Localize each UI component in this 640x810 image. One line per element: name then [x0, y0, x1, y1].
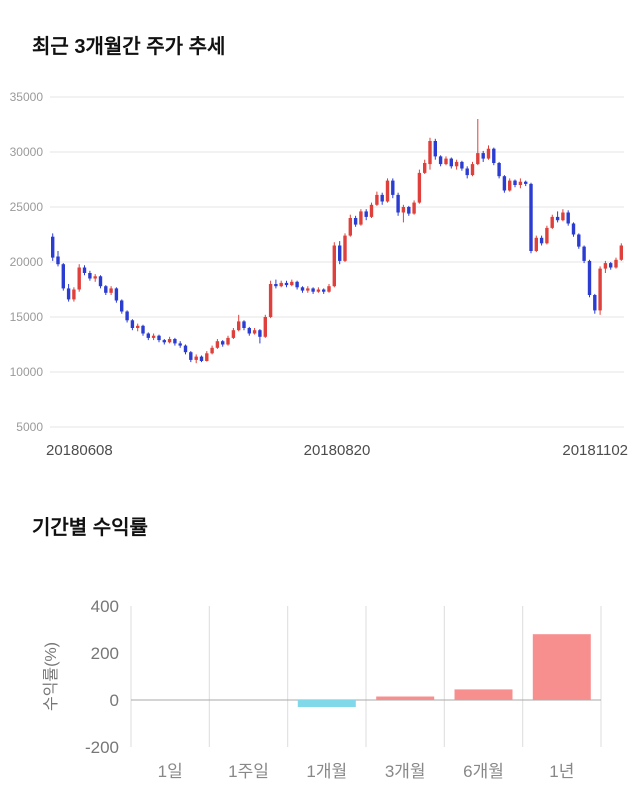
svg-text:25000: 25000: [10, 200, 44, 214]
svg-text:30000: 30000: [10, 145, 44, 159]
svg-text:20181102: 20181102: [562, 442, 628, 459]
svg-text:10000: 10000: [10, 365, 44, 379]
returns-bar-chart: 400 200 0 -200 수익률(%) 1일 1주일 1개월 3개월 6개월 1년: [0, 540, 640, 792]
svg-text:200: 200: [91, 644, 119, 663]
svg-text:35000: 35000: [10, 90, 44, 104]
candles: [51, 119, 623, 364]
candle-x-axis-labels: 20180608 20180820 20181102: [46, 442, 628, 459]
svg-text:1주일: 1주일: [228, 762, 269, 781]
candle-gridlines: [50, 96, 624, 428]
candlestick-svg: 5000 10000 15000 20000 25000 30000 35000 201806…: [10, 90, 628, 459]
svg-text:1개월: 1개월: [306, 762, 347, 781]
bar-chart-svg: 400 200 0 -200 수익률(%) 1일 1주일 1개월 3개월 6개월 1년: [42, 597, 602, 781]
bar-y-axis-title: 수익률(%): [42, 642, 60, 711]
bar-category-labels: 1일 1주일 1개월 3개월 6개월 1년: [158, 762, 575, 781]
svg-text:6개월: 6개월: [463, 762, 504, 781]
bar-vertical-gridlines: [130, 606, 602, 747]
svg-text:400: 400: [91, 597, 119, 616]
period-returns-title: 기간별 수익률: [32, 517, 148, 539]
svg-text:1년: 1년: [549, 762, 574, 781]
bars: [297, 634, 591, 707]
price-trend-title: 최근 3개월간 주가 추세: [32, 36, 226, 58]
svg-text:0: 0: [110, 691, 119, 710]
svg-text:15000: 15000: [10, 310, 44, 324]
svg-text:20180608: 20180608: [46, 442, 113, 459]
svg-text:1일: 1일: [158, 762, 183, 781]
svg-text:20000: 20000: [10, 255, 44, 269]
svg-text:20180820: 20180820: [304, 442, 371, 459]
bar-y-axis-labels: 400 200 0 -200: [85, 597, 119, 757]
price-candlestick-chart: 5000 10000 15000 20000 25000 30000 35000 201806…: [0, 59, 640, 461]
candle-y-axis-labels: 5000 10000 15000 20000 25000 30000 35000: [10, 90, 44, 434]
svg-text:5000: 5000: [16, 420, 43, 434]
svg-text:-200: -200: [85, 738, 119, 757]
svg-text:3개월: 3개월: [385, 762, 426, 781]
